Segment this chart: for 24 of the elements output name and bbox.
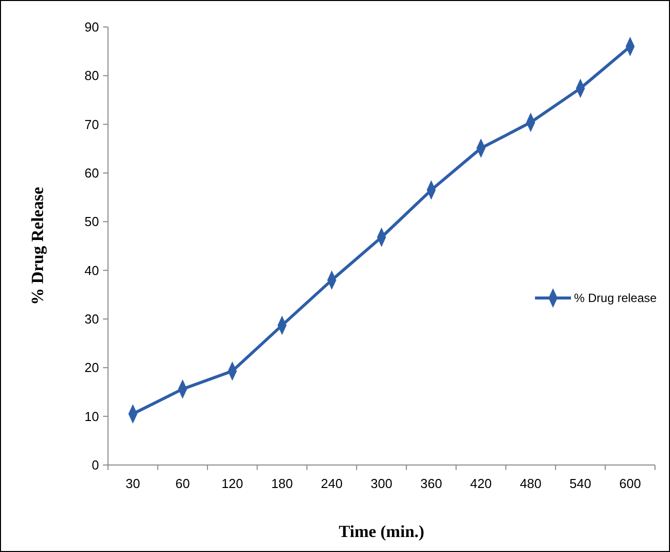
y-tick-label: 60 bbox=[84, 166, 99, 181]
x-tick-label: 420 bbox=[470, 476, 492, 491]
x-tick-label: 360 bbox=[420, 476, 442, 491]
y-tick-label: 40 bbox=[84, 262, 99, 278]
x-tick-label: 540 bbox=[570, 476, 592, 491]
y-tick-label: 0 bbox=[92, 458, 99, 473]
legend-label: % Drug release bbox=[574, 291, 658, 306]
y-tick-label: 70 bbox=[84, 116, 99, 132]
y-tick-label: 50 bbox=[84, 214, 99, 230]
x-tick-label: 60 bbox=[175, 476, 190, 491]
x-tick-label: 120 bbox=[221, 476, 244, 491]
x-tick-label: 240 bbox=[320, 476, 343, 491]
y-tick-label: 20 bbox=[84, 360, 99, 376]
y-tick-label: 80 bbox=[84, 68, 99, 84]
x-tick-label: 180 bbox=[271, 476, 293, 491]
x-tick-label: 480 bbox=[520, 476, 542, 491]
x-tick-label: 300 bbox=[370, 476, 392, 491]
y-axis-title: % Drug Release bbox=[28, 186, 47, 306]
x-tick-label: 600 bbox=[619, 476, 641, 491]
x-tick-label: 30 bbox=[126, 476, 140, 491]
y-tick-label: 30 bbox=[84, 312, 99, 327]
y-tick-label: 10 bbox=[84, 408, 99, 424]
x-axis-title: Time (min.) bbox=[338, 522, 424, 541]
y-tick-label: 90 bbox=[84, 20, 99, 35]
